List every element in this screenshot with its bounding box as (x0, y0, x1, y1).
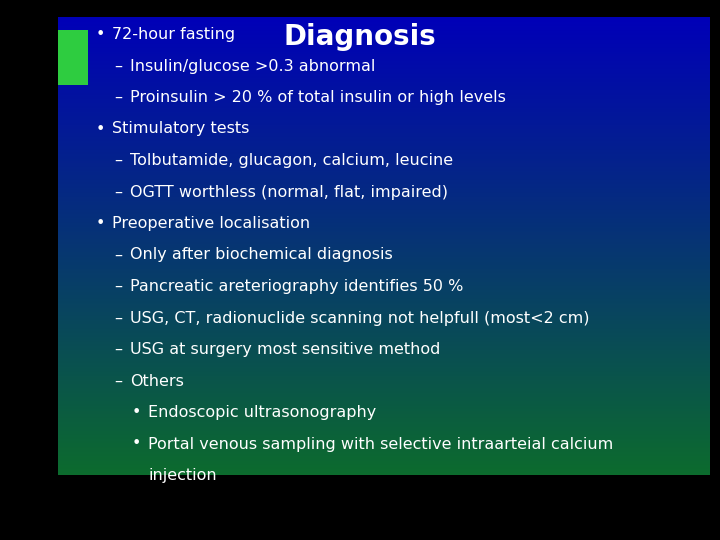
Text: Others: Others (130, 374, 184, 388)
Text: Diagnosis: Diagnosis (284, 23, 436, 51)
Text: –: – (114, 247, 122, 262)
Text: Insulin/glucose >0.3 abnormal: Insulin/glucose >0.3 abnormal (130, 58, 375, 73)
Text: Endoscopic ultrasonography: Endoscopic ultrasonography (148, 405, 377, 420)
Text: –: – (114, 342, 122, 357)
Text: USG at surgery most sensitive method: USG at surgery most sensitive method (130, 342, 441, 357)
FancyBboxPatch shape (58, 30, 88, 85)
Text: •: • (96, 216, 105, 231)
Text: –: – (114, 153, 122, 168)
Text: injection: injection (148, 468, 217, 483)
Text: –: – (114, 310, 122, 326)
Text: –: – (114, 185, 122, 199)
Text: •: • (96, 27, 105, 42)
Text: –: – (114, 279, 122, 294)
Text: OGTT worthless (normal, flat, impaired): OGTT worthless (normal, flat, impaired) (130, 185, 448, 199)
Text: Stimulatory tests: Stimulatory tests (112, 122, 249, 137)
Text: Preoperative localisation: Preoperative localisation (112, 216, 310, 231)
Text: Proinsulin > 20 % of total insulin or high levels: Proinsulin > 20 % of total insulin or hi… (130, 90, 506, 105)
Text: 72-hour fasting: 72-hour fasting (112, 27, 235, 42)
Text: Pancreatic areteriography identifies 50 %: Pancreatic areteriography identifies 50 … (130, 279, 464, 294)
Text: –: – (114, 90, 122, 105)
Text: Tolbutamide, glucagon, calcium, leucine: Tolbutamide, glucagon, calcium, leucine (130, 153, 453, 168)
Text: Only after biochemical diagnosis: Only after biochemical diagnosis (130, 247, 392, 262)
Text: •: • (96, 122, 105, 137)
Text: –: – (114, 374, 122, 388)
Text: Portal venous sampling with selective intraarteial calcium: Portal venous sampling with selective in… (148, 436, 613, 451)
Text: •: • (132, 405, 141, 420)
Text: –: – (114, 58, 122, 73)
Text: •: • (132, 436, 141, 451)
Text: USG, CT, radionuclide scanning not helpfull (most<2 cm): USG, CT, radionuclide scanning not helpf… (130, 310, 590, 326)
